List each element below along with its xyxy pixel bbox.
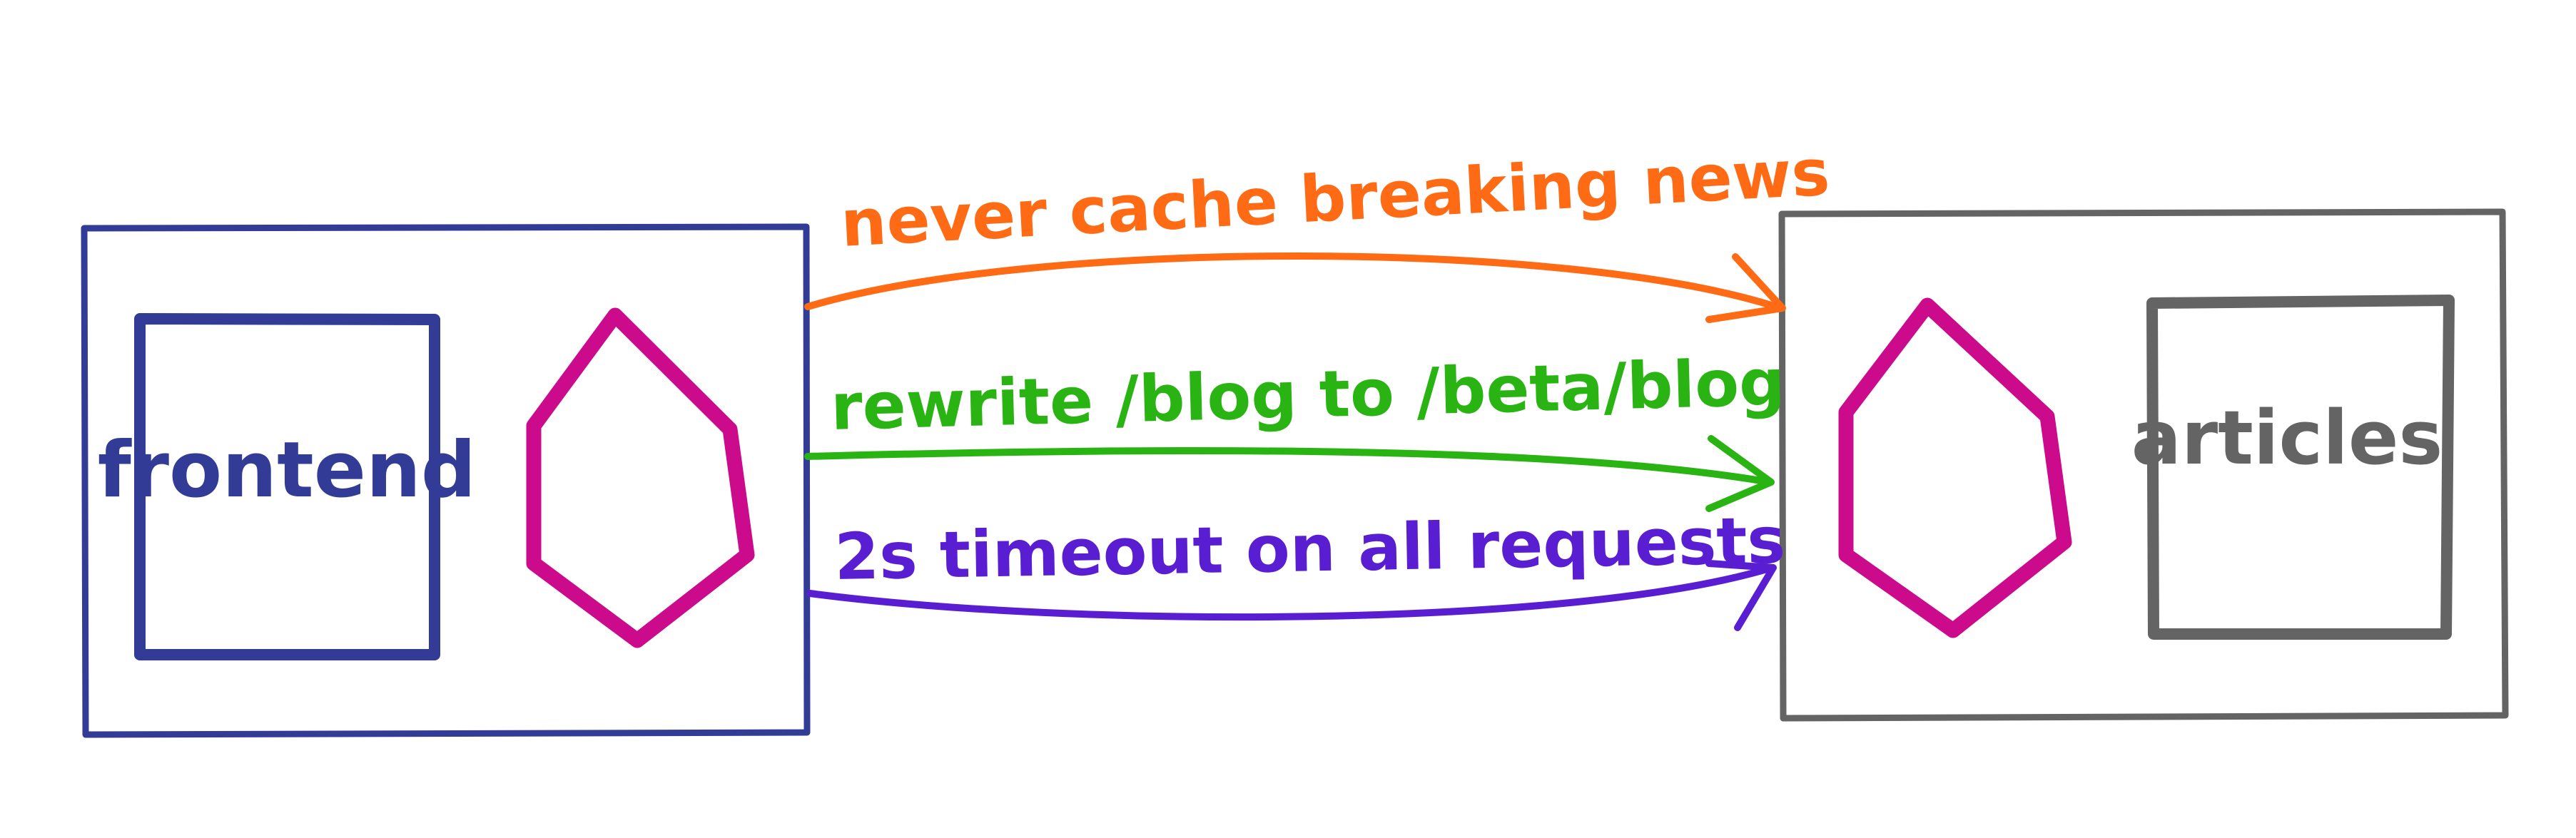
cache-rule-arrowhead: [1705, 253, 1786, 323]
frontend-proxy-hexagon: [526, 307, 755, 648]
cache-rule-arrow-line: [804, 252, 1784, 312]
frontend-service: frontend: [81, 223, 811, 738]
rewrite-rule-arrowhead: [1705, 435, 1775, 512]
articles-outer-box: [1778, 208, 2509, 722]
timeout-rule-arrowhead: [1705, 560, 1777, 631]
frontend-app-box: [134, 313, 440, 660]
timeout-rule-label: 2s timeout on all requests: [834, 504, 1786, 595]
rewrite-rule-arrow-line: [804, 447, 1773, 486]
articles-label: articles: [2131, 394, 2443, 481]
timeout-rule-arrow-line: [806, 564, 1775, 621]
route-timeout-rule: 2s timeout on all requests: [806, 504, 1786, 631]
articles-proxy-hexagon: [1838, 297, 2072, 638]
articles-app-box: [2146, 295, 2455, 640]
rewrite-rule-label: rewrite /blog to /beta/blog: [830, 345, 1786, 445]
route-cache-rule: never cache breaking news: [804, 136, 1832, 323]
frontend-outer-box: [81, 223, 811, 738]
articles-service: articles: [1778, 208, 2509, 722]
frontend-label: frontend: [98, 426, 476, 515]
route-rewrite-rule: rewrite /blog to /beta/blog: [804, 345, 1786, 512]
cache-rule-label: never cache breaking news: [839, 136, 1832, 262]
